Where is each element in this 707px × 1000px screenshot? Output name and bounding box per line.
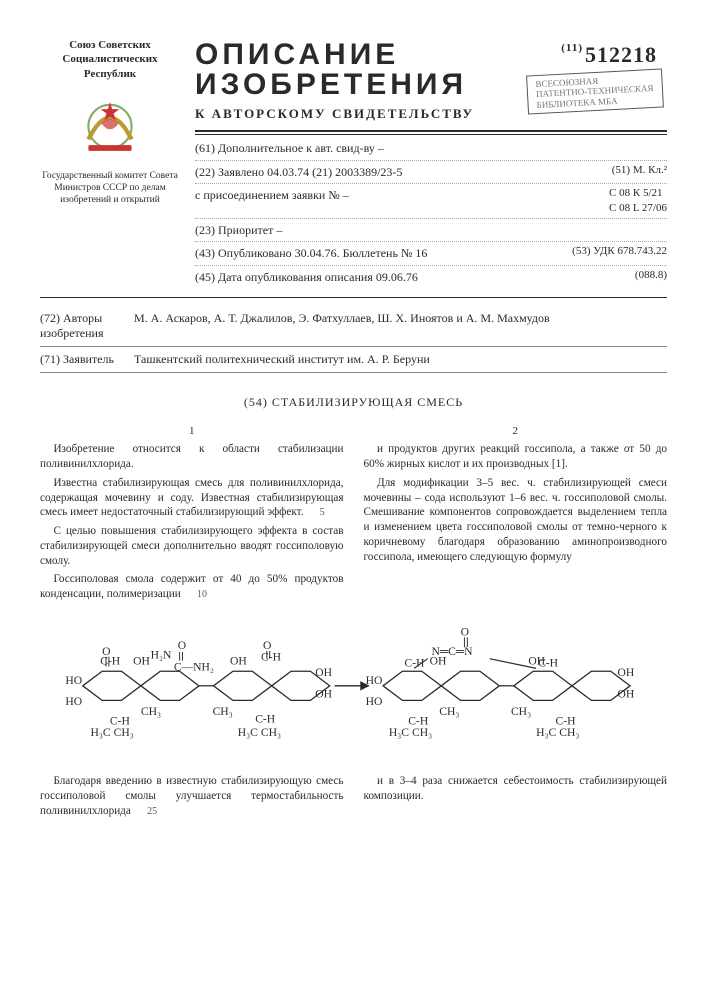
column-2: 2 и продуктов других реакций госсипола, … — [364, 424, 668, 606]
authors-label: (72) Авторы изобретения — [40, 311, 120, 341]
svg-text:H₃C CH₃: H₃C CH₃ — [90, 726, 133, 739]
svg-text:OH: OH — [315, 687, 332, 700]
rule-thick — [195, 130, 667, 132]
para: Для модификации 3–5 вес. ч. стабилизирую… — [364, 476, 668, 565]
svg-text:O: O — [102, 645, 110, 658]
after-columns: Благодаря введению в известную стабилизи… — [40, 774, 667, 822]
svg-text:H₂N: H₂N — [150, 649, 171, 662]
library-stamp: ВСЕСОЮЗНАЯ ПАТЕНТНО-ТЕХНИЧЕСКАЯ БИБЛИОТЕ… — [527, 68, 664, 114]
text-columns: 1 Изобретение относится к области стабил… — [40, 424, 667, 606]
svg-text:CH₃: CH₃ — [212, 705, 232, 718]
colnum-2: 2 — [364, 424, 668, 439]
left-column: Союз Советских Социалистических Республи… — [40, 38, 180, 289]
svg-text:OH: OH — [315, 666, 332, 679]
field-51: (51) М. Кл.² — [612, 163, 667, 182]
para: Известна стабилизирующая смесь для полив… — [40, 476, 344, 520]
svg-text:O: O — [460, 625, 468, 638]
svg-text:OH: OH — [528, 654, 545, 667]
svg-text:H₃C CH₃: H₃C CH₃ — [388, 726, 431, 739]
ussr-emblem — [74, 89, 146, 161]
biblio-fields: (61) Дополнительное к авт. свид-ву – (22… — [195, 137, 667, 289]
svg-text:HO: HO — [65, 674, 82, 687]
svg-text:OH: OH — [429, 654, 446, 667]
svg-text:O: O — [262, 639, 270, 652]
svg-text:OH: OH — [133, 654, 150, 667]
svg-text:H₃C CH₃: H₃C CH₃ — [237, 726, 280, 739]
document-title: (54) СТАБИЛИЗИРУЮЩАЯ СМЕСЬ — [40, 395, 667, 410]
svg-text:CH₃: CH₃ — [510, 705, 530, 718]
column-1: 1 Изобретение относится к области стабил… — [40, 424, 344, 606]
para: Изобретение относится к области стабилиз… — [40, 442, 344, 472]
para: и в 3–4 раза снижается себестоимость ста… — [364, 774, 668, 804]
field-43: (43) Опубликовано 30.04.76. Бюллетень № … — [195, 244, 427, 263]
svg-text:HO: HO — [65, 695, 82, 708]
svg-text:H₃C CH₃: H₃C CH₃ — [536, 726, 579, 739]
applicant: Ташкентский политехнический институт им.… — [134, 352, 430, 367]
svg-text:OH: OH — [230, 654, 247, 667]
field-45: (45) Дата опубликования описания 09.06.7… — [195, 268, 418, 287]
meta-block: (72) Авторы изобретения М. А. Аскаров, А… — [40, 306, 667, 373]
field-61: (61) Дополнительное к авт. свид-ву – — [195, 139, 384, 158]
svg-text:C—NH₂: C—NH₂ — [173, 660, 213, 673]
after-col-2: и в 3–4 раза снижается себестоимость ста… — [364, 774, 668, 822]
para: С целью повышения стабилизирующего эффек… — [40, 524, 344, 568]
rule-thin — [195, 134, 667, 135]
para: Благодаря введению в известную стабилизи… — [40, 774, 344, 818]
field-23: (23) Приоритет – — [195, 221, 282, 240]
svg-text:O: O — [177, 639, 185, 652]
svg-text:C-H: C-H — [255, 713, 276, 726]
svg-text:CH₃: CH₃ — [439, 705, 459, 718]
committee-label: Государственный комитет Совета Министров… — [40, 171, 180, 207]
colnum-1: 1 — [40, 424, 344, 439]
para: Госсиполовая смола содержит от 40 до 50%… — [40, 572, 344, 602]
field-53: (53) УДК 678.743.22 — [572, 244, 667, 263]
authors: М. А. Аскаров, А. Т. Джалилов, Э. Фатхул… — [134, 311, 550, 341]
after-col-1: Благодаря введению в известную стабилизи… — [40, 774, 344, 822]
chemical-formula: HO HO C-H O OH H₂N O C—NH₂ CH₃ C-H H₃C C… — [44, 618, 664, 768]
svg-text:CH₃: CH₃ — [140, 705, 160, 718]
para: и продуктов других реакций госсипола, а … — [364, 442, 668, 472]
rule — [40, 297, 667, 298]
num-prefix: (11) — [561, 42, 583, 54]
svg-text:C-H: C-H — [404, 656, 425, 669]
svg-text:HO: HO — [365, 695, 382, 708]
svg-text:C-H: C-H — [261, 651, 282, 664]
patent-number: (11)512218 — [561, 42, 657, 68]
svg-text:HO: HO — [365, 674, 382, 687]
num-value: 512218 — [585, 42, 657, 67]
field-22: (22) Заявлено 04.03.74 (21) 2003389/23-5 — [195, 163, 402, 182]
ussr-label: Союз Советских Социалистических Республи… — [40, 38, 180, 81]
field-22b: с присоединением заявки № – — [195, 186, 349, 216]
svg-text:OH: OH — [617, 666, 634, 679]
svg-text:OH: OH — [617, 687, 634, 700]
applicant-label: (71) Заявитель — [40, 352, 120, 367]
